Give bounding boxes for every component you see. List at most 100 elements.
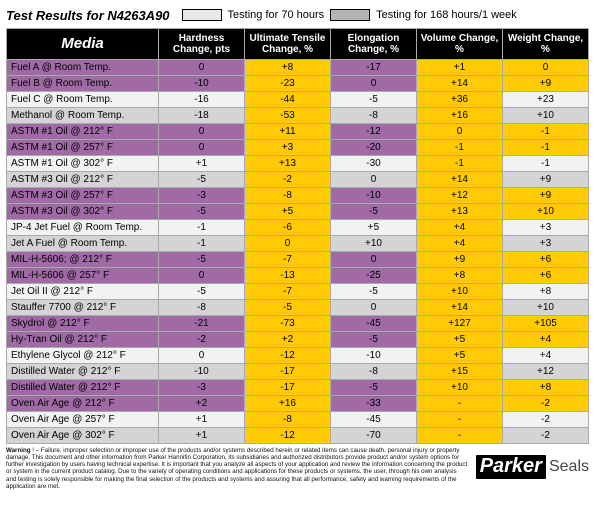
data-cell: +10 [503, 108, 589, 124]
media-cell: Fuel C @ Room Temp. [7, 92, 159, 108]
data-cell: +16 [417, 108, 503, 124]
data-cell: -1 [417, 140, 503, 156]
data-cell: -45 [331, 316, 417, 332]
data-cell: -1 [159, 220, 245, 236]
data-cell: -13 [245, 268, 331, 284]
data-cell: +9 [417, 252, 503, 268]
data-cell: +1 [159, 156, 245, 172]
data-cell: -3 [159, 380, 245, 396]
col-header: Weight Change, % [503, 29, 589, 60]
data-cell: -16 [159, 92, 245, 108]
data-cell: 0 [159, 268, 245, 284]
media-cell: Fuel A @ Room Temp. [7, 60, 159, 76]
data-cell: +1 [159, 428, 245, 444]
disclaimer-text: Warning ! – Failure, improper selection … [6, 447, 468, 490]
data-cell: +23 [503, 92, 589, 108]
data-cell: -5 [159, 284, 245, 300]
data-cell: -3 [159, 188, 245, 204]
data-cell: - [417, 428, 503, 444]
data-cell: 0 [331, 172, 417, 188]
data-cell: -2 [245, 172, 331, 188]
data-cell: +127 [417, 316, 503, 332]
data-cell: -1 [503, 124, 589, 140]
data-cell: -10 [159, 76, 245, 92]
data-cell: -7 [245, 284, 331, 300]
data-cell: +10 [417, 284, 503, 300]
data-cell: +14 [417, 76, 503, 92]
table-row: Jet A Fuel @ Room Temp.-10+10+4+3 [7, 236, 589, 252]
data-cell: -73 [245, 316, 331, 332]
data-cell: +16 [245, 396, 331, 412]
data-cell: -10 [331, 348, 417, 364]
data-cell: 0 [503, 60, 589, 76]
legend-bar: Test Results for N4263A90 Testing for 70… [6, 4, 589, 26]
data-cell: +13 [245, 156, 331, 172]
col-header: Volume Change, % [417, 29, 503, 60]
data-cell: -1 [159, 236, 245, 252]
table-row: Fuel B @ Room Temp.-10-230+14+9 [7, 76, 589, 92]
media-cell: ASTM #1 Oil @ 212° F [7, 124, 159, 140]
data-cell: -21 [159, 316, 245, 332]
data-cell: 0 [245, 236, 331, 252]
table-row: JP-4 Jet Fuel @ Room Temp.-1-6+5+4+3 [7, 220, 589, 236]
data-cell: +10 [503, 204, 589, 220]
media-cell: Hy-Tran Oil @ 212° F [7, 332, 159, 348]
data-cell: +3 [245, 140, 331, 156]
data-cell: +10 [331, 236, 417, 252]
data-cell: -5 [331, 92, 417, 108]
data-cell: +1 [417, 60, 503, 76]
data-cell: +1 [159, 412, 245, 428]
data-cell: -12 [245, 428, 331, 444]
media-cell: ASTM #3 Oil @ 212° F [7, 172, 159, 188]
data-cell: +12 [503, 364, 589, 380]
table-row: Distilled Water @ 212° F-10-17-8+15+12 [7, 364, 589, 380]
table-row: ASTM #1 Oil @ 302° F+1+13-30-1-1 [7, 156, 589, 172]
data-cell: -8 [331, 108, 417, 124]
data-cell: +8 [417, 268, 503, 284]
data-cell: +9 [503, 188, 589, 204]
table-row: Fuel A @ Room Temp.0+8-17+10 [7, 60, 589, 76]
table-row: ASTM #1 Oil @ 212° F0+11-120-1 [7, 124, 589, 140]
data-cell: -6 [245, 220, 331, 236]
data-cell: -10 [331, 188, 417, 204]
data-cell: -5 [331, 284, 417, 300]
data-cell: +5 [331, 220, 417, 236]
table-row: MIL-H-5606 @ 257° F0-13-25+8+6 [7, 268, 589, 284]
table-row: Hy-Tran Oil @ 212° F-2+2-5+5+4 [7, 332, 589, 348]
data-cell: 0 [159, 348, 245, 364]
media-cell: Oven Air Age @ 302° F [7, 428, 159, 444]
data-cell: -5 [245, 300, 331, 316]
data-cell: +6 [503, 252, 589, 268]
data-cell: -44 [245, 92, 331, 108]
data-cell: -5 [331, 204, 417, 220]
data-cell: +5 [245, 204, 331, 220]
media-cell: MIL-H-5606; @ 212° F [7, 252, 159, 268]
media-cell: Oven Air Age @ 257° F [7, 412, 159, 428]
data-cell: +4 [417, 220, 503, 236]
data-cell: -45 [331, 412, 417, 428]
data-cell: -53 [245, 108, 331, 124]
data-cell: 0 [159, 140, 245, 156]
data-cell: +3 [503, 236, 589, 252]
legend-swatch-a [182, 9, 222, 21]
data-cell: +14 [417, 300, 503, 316]
data-cell: 0 [331, 300, 417, 316]
data-cell: +4 [503, 348, 589, 364]
data-cell: - [417, 412, 503, 428]
data-cell: 0 [159, 60, 245, 76]
data-cell: +12 [417, 188, 503, 204]
media-cell: JP-4 Jet Fuel @ Room Temp. [7, 220, 159, 236]
data-cell: -5 [159, 172, 245, 188]
table-row: Distilled Water @ 212° F-3-17-5+10+8 [7, 380, 589, 396]
data-cell: -2 [503, 412, 589, 428]
brand-sub: Seals [549, 458, 589, 476]
table-row: Fuel C @ Room Temp.-16-44-5+36+23 [7, 92, 589, 108]
data-cell: +3 [503, 220, 589, 236]
data-cell: +8 [503, 284, 589, 300]
data-cell: -8 [331, 364, 417, 380]
data-cell: -1 [503, 140, 589, 156]
media-cell: MIL-H-5606 @ 257° F [7, 268, 159, 284]
col-header-media: Media [7, 29, 159, 60]
data-cell: -7 [245, 252, 331, 268]
results-table: MediaHardness Change, ptsUltimate Tensil… [6, 28, 589, 444]
